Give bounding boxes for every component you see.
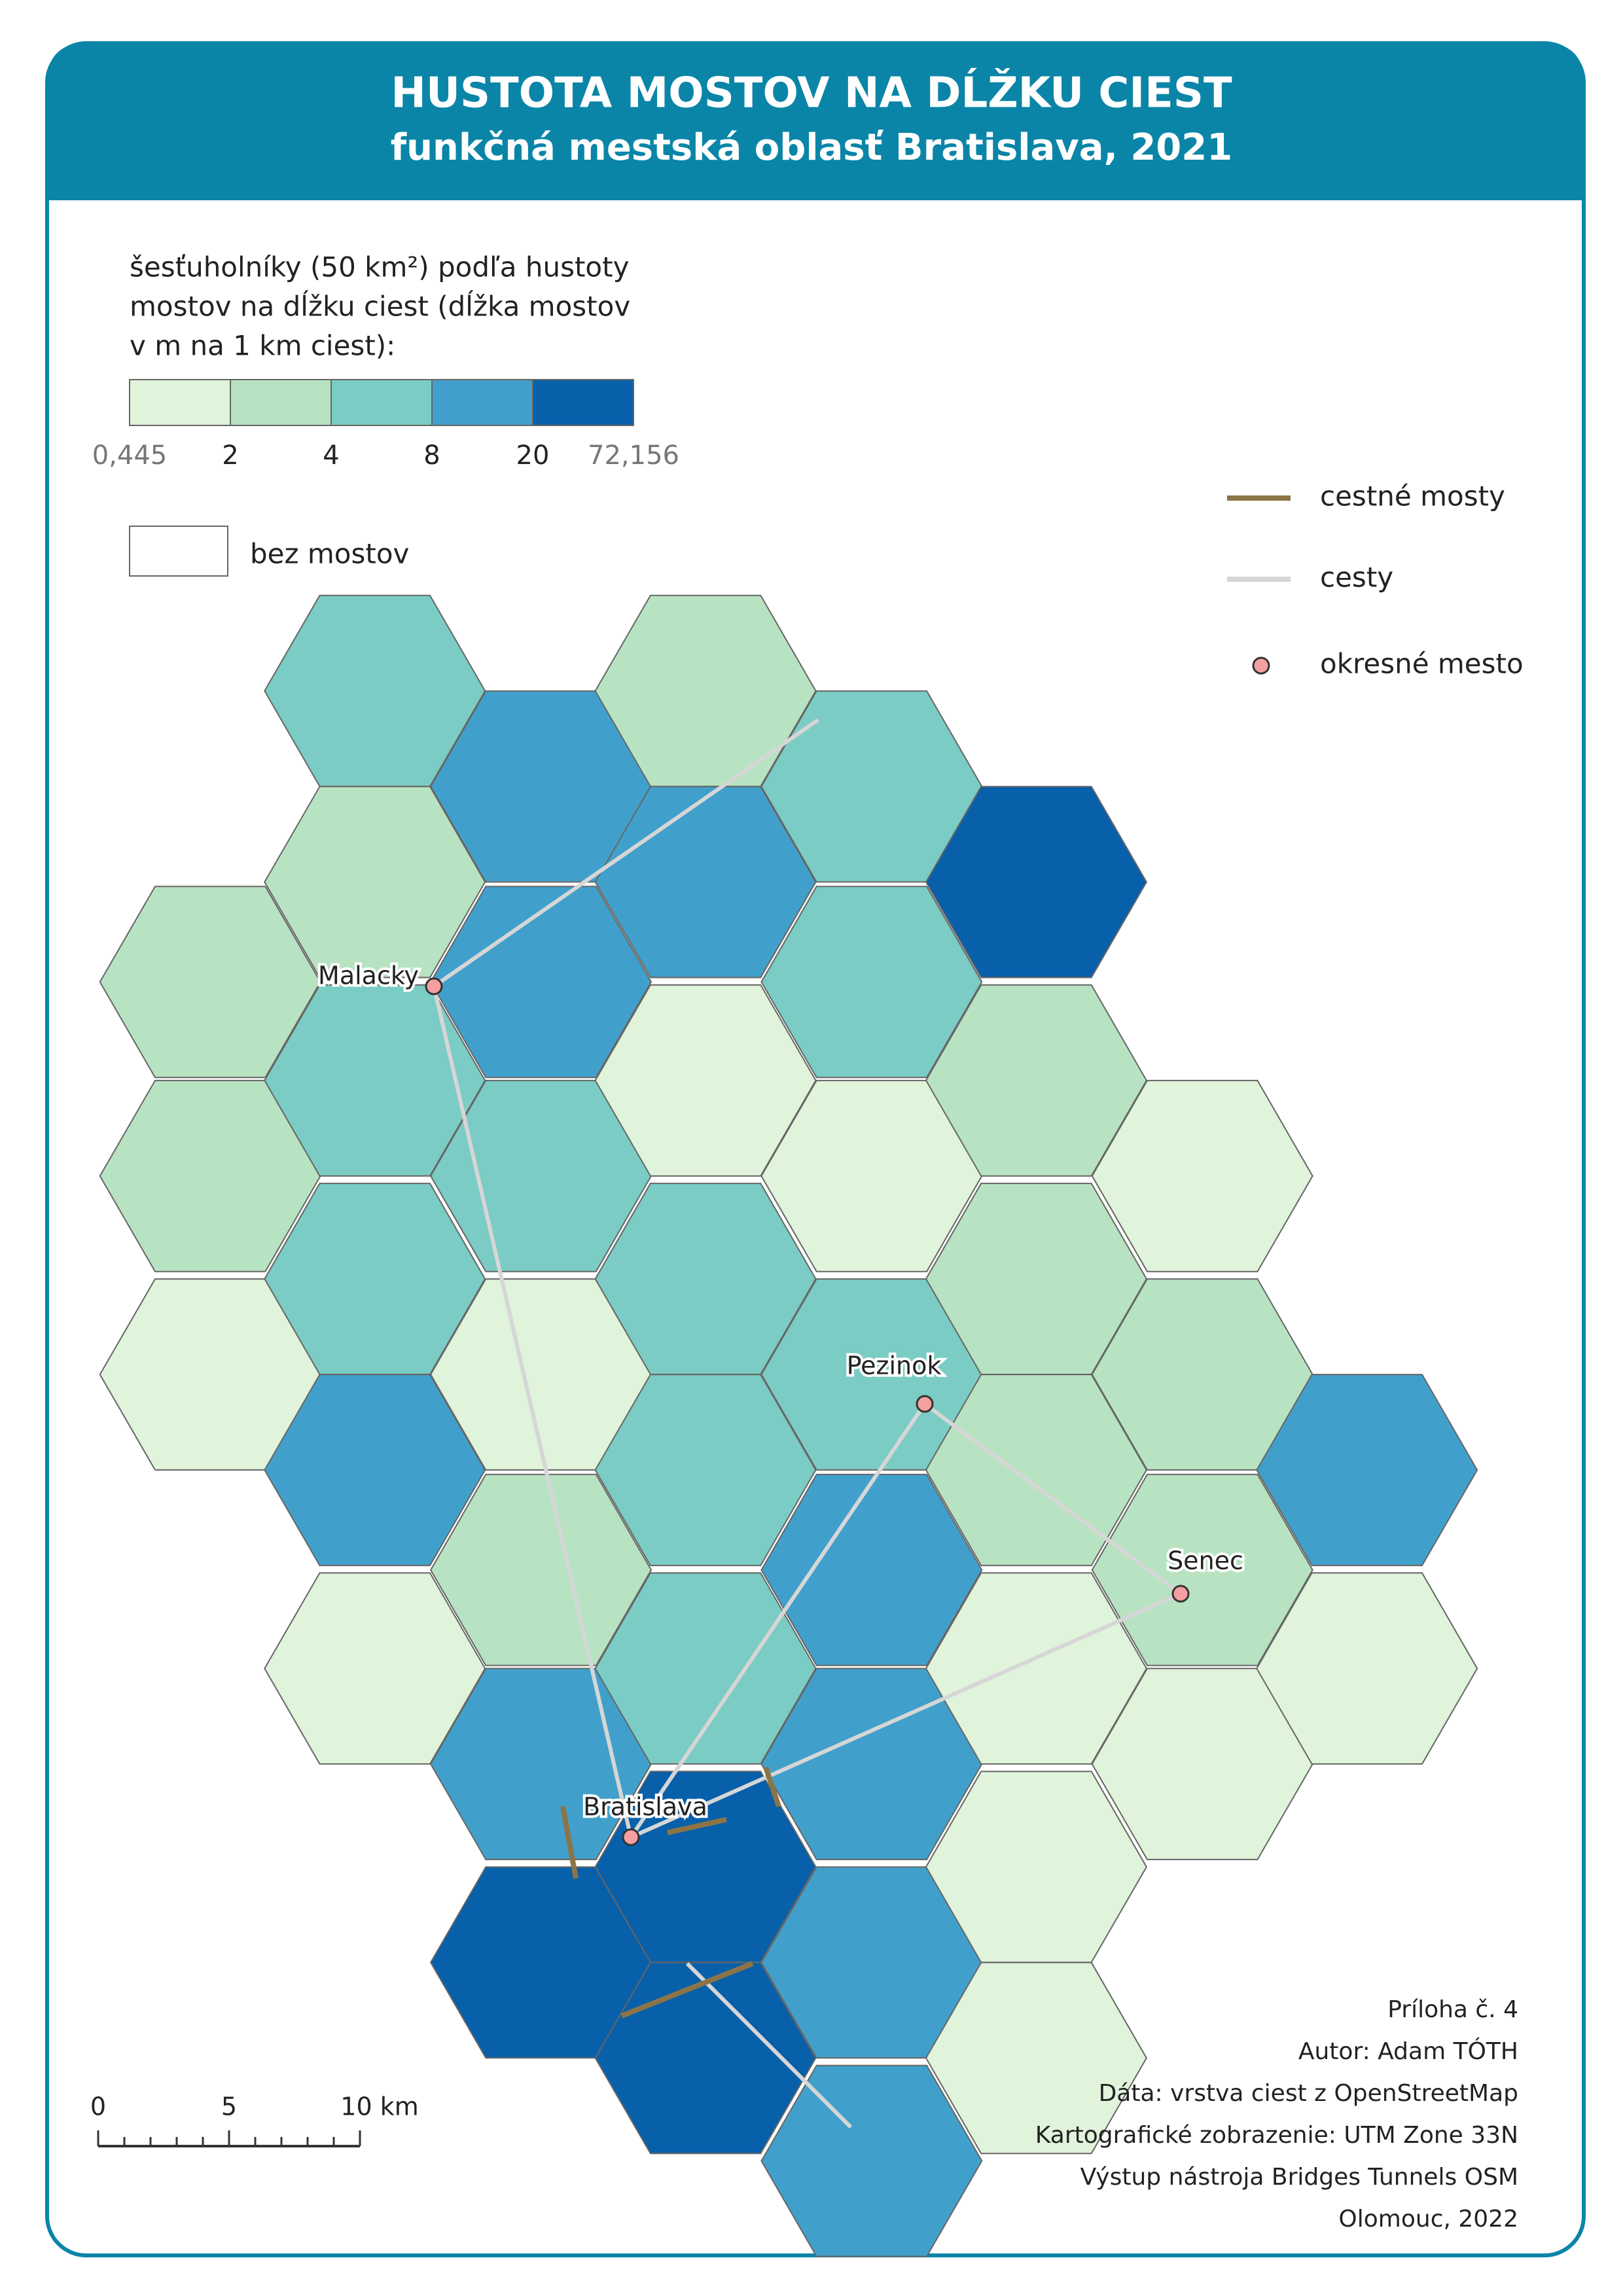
hexagon	[760, 886, 983, 1079]
bridge	[667, 1817, 727, 1835]
subtitle: funkčná mestská oblasť Bratislava, 2021	[391, 126, 1232, 169]
legend-break: 20	[516, 440, 550, 471]
scale-label: 10 km	[340, 2092, 418, 2121]
hexagon	[925, 1374, 1148, 1566]
legend-label: cestné mosty	[1320, 480, 1505, 512]
city-label: Malacky	[318, 961, 419, 990]
hexagon	[925, 785, 1148, 978]
legend-swatch-empty	[129, 526, 228, 577]
road	[685, 1962, 853, 2129]
legend-break: 72,156	[588, 440, 679, 471]
hexagon	[925, 1572, 1148, 1765]
legend-break: 4	[323, 440, 339, 471]
legend-break: 0,445	[92, 440, 168, 471]
city-dot	[916, 1395, 934, 1413]
header-band-body	[47, 79, 1584, 200]
footer-line: Výstup nástroja Bridges Tunnels OSM	[1080, 2164, 1518, 2191]
labels: Malacky Pezinok Senec Bratislava 0 5 10 km Príl…	[90, 959, 1518, 2233]
scale-label: 5	[221, 2092, 237, 2121]
legend: šesťuholníky (50 km²) podľa hustoty mosto…	[92, 251, 1524, 680]
legend-title: mostov na dĺžku ciest (dĺžka mostov	[130, 290, 630, 323]
legend-swatch	[532, 379, 634, 426]
legend-swatch	[129, 379, 231, 426]
legend-title: v m na 1 km ciest):	[130, 330, 395, 362]
hexagon	[264, 785, 486, 978]
hex-grid	[99, 594, 1478, 2257]
legend-label: okresné mesto	[1320, 648, 1524, 680]
road	[432, 986, 633, 1838]
hexagon	[594, 1374, 817, 1566]
city-label: Pezinok	[847, 1352, 942, 1380]
hexagon	[760, 1473, 983, 1666]
footer-line: Kartografické zobrazenie: UTM Zone 33N	[1035, 2122, 1518, 2149]
hexagon	[99, 886, 321, 1079]
hexagon	[594, 1572, 817, 1765]
bridge	[763, 1766, 781, 1808]
legend-swatch	[230, 379, 332, 426]
legend-title: šesťuholníky (50 km²) podľa hustoty	[130, 251, 629, 283]
city-label: Bratislava	[583, 1793, 707, 1821]
footer-line: Dáta: vrstva ciest z OpenStreetMap	[1099, 2080, 1518, 2107]
road	[433, 718, 819, 988]
city-dot	[622, 1828, 640, 1846]
hexagon	[264, 1374, 486, 1566]
hexagon	[1091, 1079, 1313, 1272]
hexagon	[594, 1962, 817, 2155]
legend-dot	[1252, 656, 1270, 675]
city-dot	[1171, 1585, 1190, 1603]
road	[629, 1403, 927, 1839]
hexagon	[594, 984, 817, 1177]
hexagon	[1256, 1374, 1478, 1566]
hexagon	[264, 1572, 486, 1765]
bridge	[620, 1961, 754, 2018]
title: HUSTOTA MOSTOV NA DĹŽKU CIEST	[391, 68, 1232, 118]
legend-label: bez mostov	[250, 538, 409, 570]
hexagon	[429, 1473, 652, 1666]
city-label: Senec	[1168, 1547, 1243, 1575]
city-dot	[425, 977, 443, 996]
legend-label: cesty	[1320, 562, 1393, 594]
hexagon	[760, 2064, 983, 2257]
footer-line: Autor: Adam TÓTH	[1298, 2037, 1518, 2065]
hexagon	[1091, 1473, 1313, 1666]
footer-line: Olomouc, 2022	[1338, 2206, 1518, 2233]
hexagon	[925, 1962, 1148, 2155]
legend-swatch	[431, 379, 533, 426]
legend-break: 2	[222, 440, 238, 471]
footer-line: Príloha č. 4	[1387, 1996, 1518, 2023]
legend-break: 8	[423, 440, 440, 471]
bridge	[560, 1806, 579, 1879]
scale-label: 0	[90, 2092, 106, 2121]
road	[923, 1402, 1182, 1596]
road	[630, 1592, 1182, 1839]
hexagon	[1256, 1572, 1478, 1765]
hexagon	[925, 984, 1148, 1177]
legend-swatch	[330, 379, 433, 426]
